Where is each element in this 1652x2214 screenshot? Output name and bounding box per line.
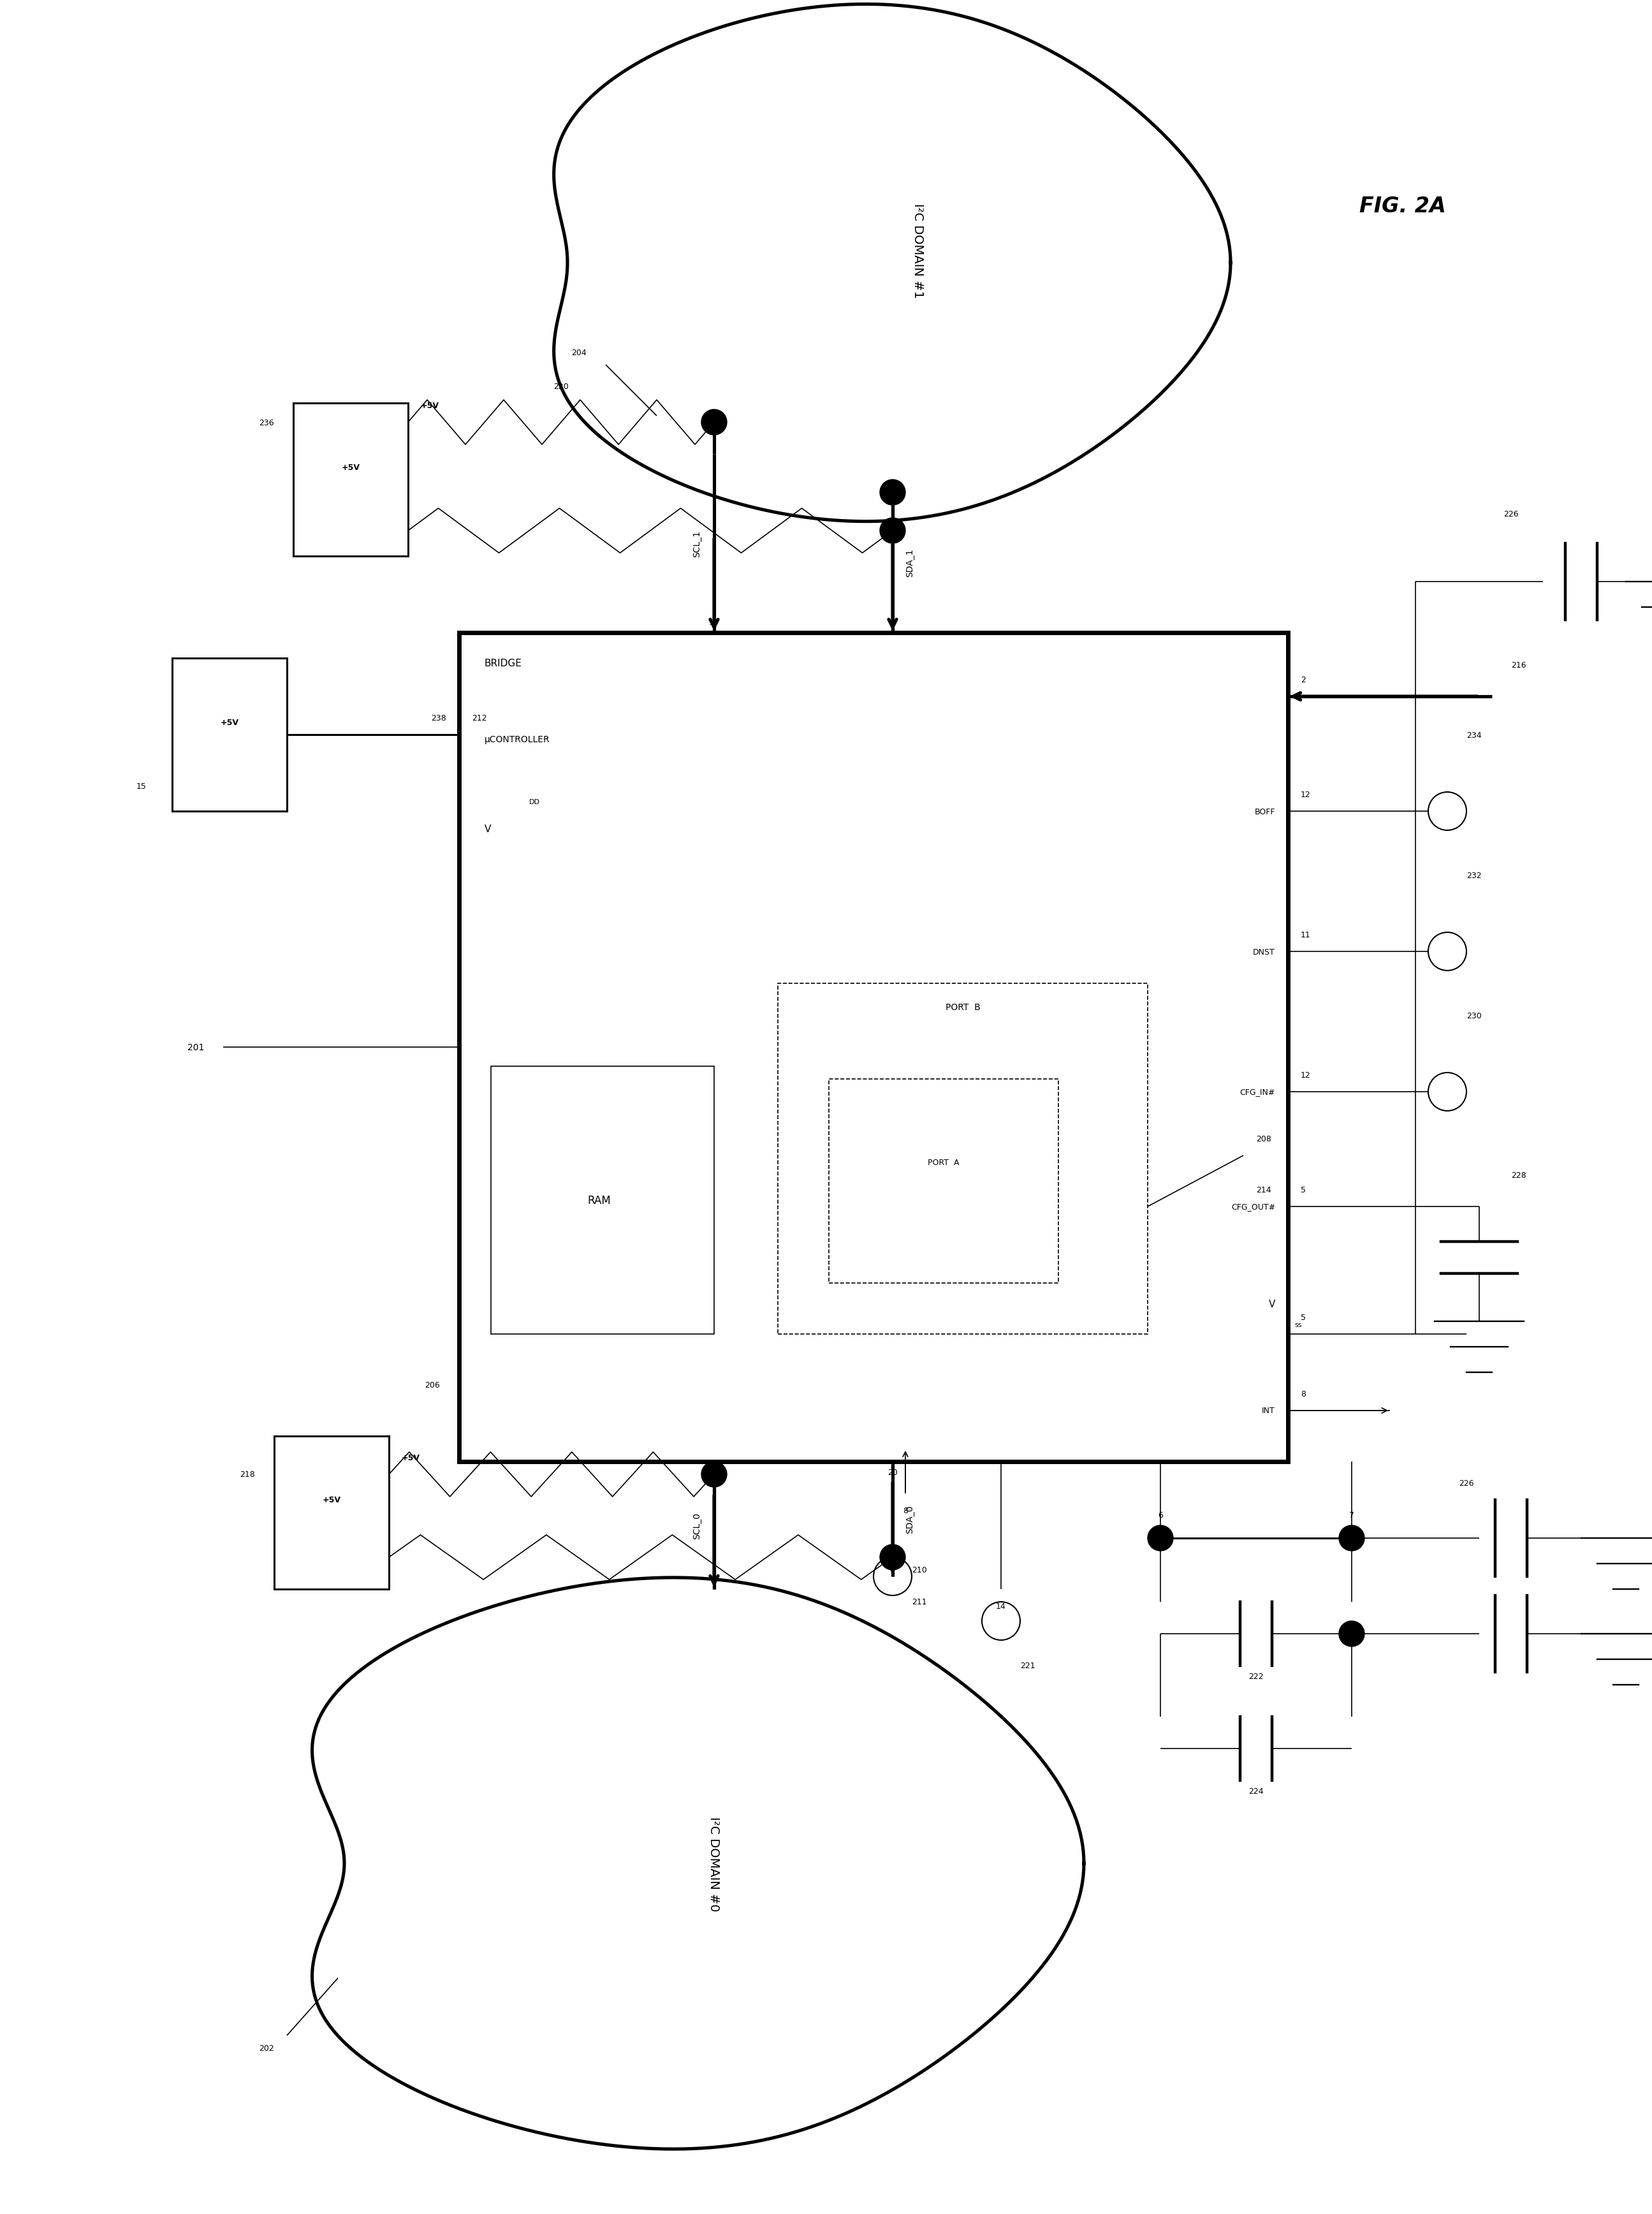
Text: μCONTROLLER: μCONTROLLER bbox=[484, 735, 550, 744]
Text: +5V: +5V bbox=[421, 401, 439, 410]
Circle shape bbox=[881, 480, 905, 505]
Text: INT: INT bbox=[1262, 1406, 1275, 1415]
Text: 211: 211 bbox=[912, 1599, 927, 1605]
Text: 12: 12 bbox=[1300, 790, 1310, 799]
Text: BOFF: BOFF bbox=[1254, 808, 1275, 815]
Text: 222: 222 bbox=[1249, 1672, 1264, 1680]
Text: SCL_0: SCL_0 bbox=[692, 1512, 702, 1539]
Text: 238: 238 bbox=[431, 713, 446, 722]
Text: 15: 15 bbox=[137, 782, 147, 790]
Text: CFG_OUT#: CFG_OUT# bbox=[1231, 1202, 1275, 1211]
Text: 221: 221 bbox=[1021, 1663, 1036, 1669]
Text: 14: 14 bbox=[996, 1603, 1006, 1610]
Text: V: V bbox=[1269, 1300, 1275, 1308]
Bar bbox=[294, 403, 408, 556]
Text: ss: ss bbox=[1294, 1322, 1302, 1328]
Text: PORT  A: PORT A bbox=[928, 1158, 960, 1167]
Circle shape bbox=[1338, 1621, 1365, 1647]
Text: 8: 8 bbox=[904, 1506, 909, 1514]
Text: 11: 11 bbox=[1300, 930, 1310, 939]
Text: 10: 10 bbox=[709, 618, 719, 627]
Text: 210: 210 bbox=[912, 1565, 927, 1574]
Text: 232: 232 bbox=[1467, 870, 1482, 879]
Text: 2: 2 bbox=[1300, 675, 1305, 684]
Text: BRIDGE: BRIDGE bbox=[484, 658, 522, 669]
Text: RAM: RAM bbox=[588, 1196, 611, 1207]
Text: CFG_IN#: CFG_IN# bbox=[1241, 1087, 1275, 1096]
Text: 234: 234 bbox=[1467, 731, 1482, 739]
Text: SDA_0: SDA_0 bbox=[905, 1506, 914, 1534]
Text: 7: 7 bbox=[1350, 1510, 1355, 1519]
Text: V: V bbox=[484, 824, 491, 835]
Text: 204: 204 bbox=[572, 348, 586, 356]
Text: 226: 226 bbox=[1459, 1479, 1474, 1488]
Text: SCL_1: SCL_1 bbox=[692, 531, 702, 558]
Text: 236: 236 bbox=[259, 418, 274, 427]
Text: +5V: +5V bbox=[220, 717, 240, 726]
Circle shape bbox=[881, 1545, 905, 1570]
Text: 208: 208 bbox=[1256, 1136, 1272, 1142]
Text: 8: 8 bbox=[1300, 1390, 1305, 1397]
Text: 5: 5 bbox=[1300, 1313, 1305, 1322]
Bar bbox=[172, 658, 287, 813]
Text: 6: 6 bbox=[1158, 1510, 1163, 1519]
Bar bbox=[491, 1067, 714, 1335]
FancyBboxPatch shape bbox=[459, 633, 1289, 1461]
Text: FIG. 2A: FIG. 2A bbox=[1360, 195, 1446, 217]
Text: 201: 201 bbox=[187, 1043, 205, 1052]
Text: +5V: +5V bbox=[342, 463, 360, 472]
Text: I²C DOMAIN #1: I²C DOMAIN #1 bbox=[912, 204, 923, 299]
Circle shape bbox=[702, 410, 727, 436]
Text: 224: 224 bbox=[1249, 1787, 1264, 1796]
Text: PORT  B: PORT B bbox=[945, 1003, 980, 1012]
Bar bbox=[274, 1437, 388, 1590]
Circle shape bbox=[881, 518, 905, 545]
Text: 216: 216 bbox=[1512, 660, 1526, 669]
Text: 202: 202 bbox=[259, 2044, 274, 2052]
Text: 218: 218 bbox=[240, 1470, 254, 1479]
Text: 206: 206 bbox=[425, 1382, 439, 1390]
Text: I²C DOMAIN #0: I²C DOMAIN #0 bbox=[709, 1815, 720, 1911]
Text: 226: 226 bbox=[1503, 509, 1518, 518]
Text: 230: 230 bbox=[1467, 1012, 1482, 1021]
Text: 19: 19 bbox=[709, 1468, 719, 1477]
Text: 12: 12 bbox=[1300, 1072, 1310, 1078]
Text: 214: 214 bbox=[1256, 1187, 1270, 1193]
Text: 9: 9 bbox=[890, 618, 895, 627]
Text: +5V: +5V bbox=[401, 1452, 420, 1461]
Circle shape bbox=[1148, 1525, 1173, 1552]
Circle shape bbox=[702, 1461, 727, 1488]
Circle shape bbox=[1338, 1525, 1365, 1552]
Text: +5V: +5V bbox=[322, 1497, 340, 1503]
Bar bbox=[829, 1078, 1059, 1284]
Text: DD: DD bbox=[529, 799, 540, 806]
Text: 228: 228 bbox=[1512, 1171, 1526, 1180]
Text: 212: 212 bbox=[472, 713, 487, 722]
Text: 20: 20 bbox=[887, 1468, 897, 1477]
Text: DNST: DNST bbox=[1252, 948, 1275, 956]
Bar bbox=[778, 983, 1148, 1335]
Text: SDA_1: SDA_1 bbox=[905, 549, 914, 578]
Text: 5: 5 bbox=[1300, 1187, 1305, 1193]
Text: 220: 220 bbox=[553, 383, 568, 392]
